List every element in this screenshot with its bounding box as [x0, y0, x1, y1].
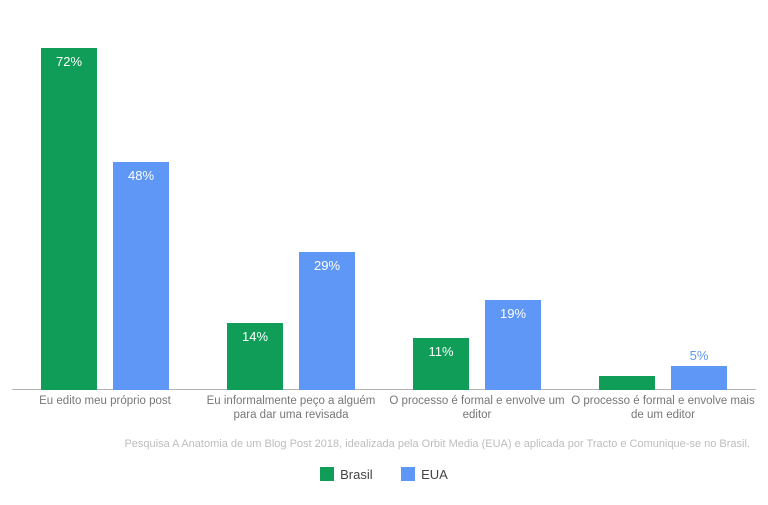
- legend-swatch: [401, 467, 415, 481]
- bar-eua: 48%: [113, 162, 169, 390]
- bar-group: 14% 29%: [198, 10, 384, 390]
- category-label: O processo é formal e envolve um editor: [384, 394, 570, 423]
- category-label: Eu informalmente peço a alguém para dar …: [198, 394, 384, 423]
- bar-brasil: 72%: [41, 48, 97, 390]
- category-labels: Eu edito meu próprio post Eu informalmen…: [12, 394, 756, 430]
- bar-eua: 29%: [299, 252, 355, 390]
- legend-item-eua: EUA: [401, 467, 448, 482]
- bar-value-label: 19%: [485, 306, 541, 321]
- chart-caption: Pesquisa A Anatomia de um Blog Post 2018…: [0, 438, 750, 450]
- bar-value-label: 72%: [41, 54, 97, 69]
- bar-group: 11% 19%: [384, 10, 570, 390]
- bar-value-label: 5%: [671, 348, 727, 363]
- legend: Brasil EUA: [0, 466, 768, 484]
- bar-eua: 19%: [485, 300, 541, 390]
- legend-label: Brasil: [340, 467, 373, 482]
- plot-area: 72% 48% 14% 29% 11% 19%: [12, 10, 756, 390]
- bar-value-label: 14%: [227, 329, 283, 344]
- bar-brasil: [599, 376, 655, 390]
- category-label: O processo é formal e envolve mais de um…: [570, 394, 756, 423]
- bar-brasil: 11%: [413, 338, 469, 390]
- bar-group: 5%: [570, 10, 756, 390]
- bar-value-label: 11%: [413, 344, 469, 359]
- legend-item-brasil: Brasil: [320, 467, 373, 482]
- bar-value-label: 29%: [299, 258, 355, 273]
- legend-swatch: [320, 467, 334, 481]
- bar-eua: 5%: [671, 366, 727, 390]
- category-label: Eu edito meu próprio post: [12, 394, 198, 408]
- bar-chart: 72% 48% 14% 29% 11% 19%: [0, 0, 768, 505]
- bar-value-label: 48%: [113, 168, 169, 183]
- legend-label: EUA: [421, 467, 448, 482]
- bar-group: 72% 48%: [12, 10, 198, 390]
- bar-brasil: 14%: [227, 323, 283, 390]
